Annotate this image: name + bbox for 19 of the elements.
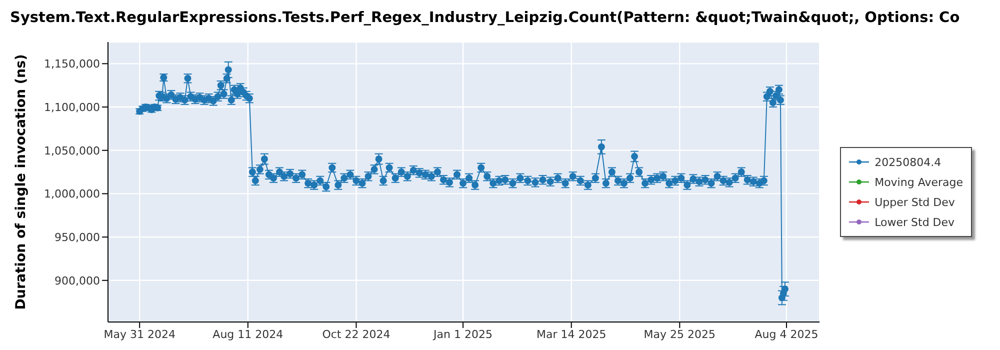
y-tick-label: 1,150,000 xyxy=(44,58,100,71)
legend-label: Upper Std Dev xyxy=(874,196,955,208)
y-tick-label: 950,000 xyxy=(54,230,100,244)
y-tick-label: 1,050,000 xyxy=(44,144,100,158)
x-tick-label: Jan 1 2025 xyxy=(432,328,493,341)
x-tick-label: May 31 2024 xyxy=(104,328,176,341)
y-tick-label: 1,000,000 xyxy=(44,188,100,201)
x-tick-label: Mar 14 2025 xyxy=(536,328,606,341)
x-tick-label: Aug 4 2025 xyxy=(754,328,818,341)
legend-label: Lower Std Dev xyxy=(874,216,955,228)
y-axis-title: Duration of single invocation (ns) xyxy=(12,54,29,310)
chart-title: System.Text.RegularExpressions.Tests.Perf_Regex_Industry_Leipzig.Count(Pattern: &quot;Twain&quot;, Options: Co xyxy=(9,9,961,28)
y-tick-label: 1,100,000 xyxy=(44,100,100,114)
legend-label: Moving Average xyxy=(874,176,963,188)
legend-label: 20250804.4 xyxy=(874,156,942,168)
y-tick-label: 900,000 xyxy=(54,274,100,288)
x-tick-label: May 25 2025 xyxy=(644,328,716,341)
x-tick-label: Aug 11 2024 xyxy=(212,328,284,341)
x-tick-label: Oct 22 2024 xyxy=(322,328,390,341)
